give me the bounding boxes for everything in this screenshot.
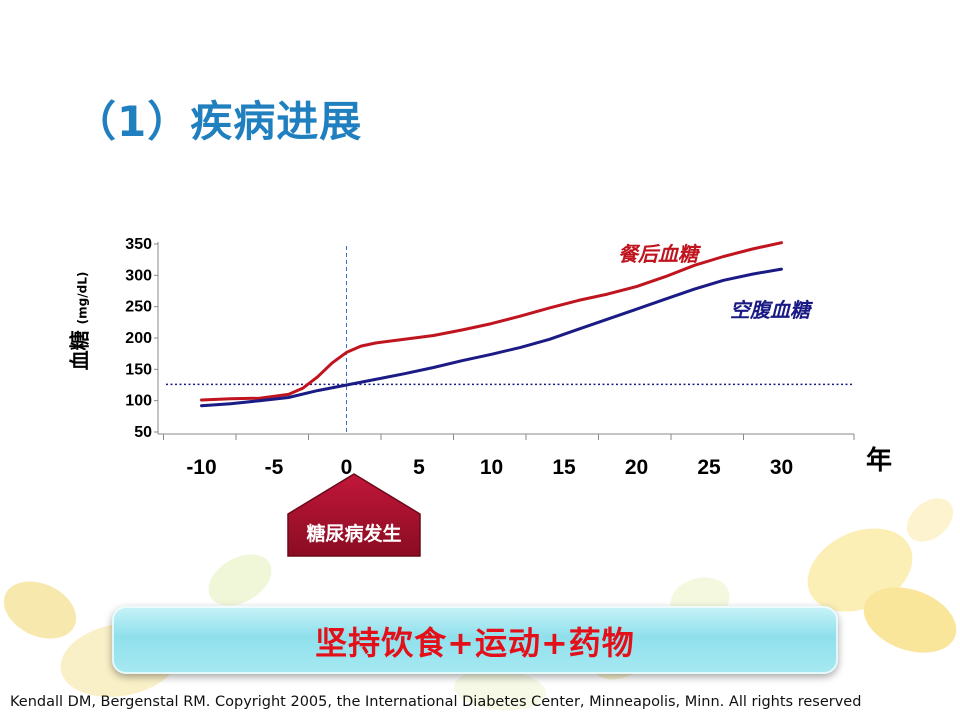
y-axis-title: 血糖 (mg/dL) <box>62 246 94 396</box>
x-tick-label: 20 <box>625 456 648 479</box>
y-tick-label: 100 <box>125 393 152 410</box>
y-axis-title-unit: (mg/dL) <box>75 271 90 325</box>
onset-label: 糖尿病发生 <box>306 523 402 545</box>
y-tick-label: 350 <box>125 236 152 253</box>
series-line-post-meal <box>200 241 783 402</box>
y-axis-title-main: 血糖 <box>67 330 92 371</box>
series-line-fasting <box>200 267 783 408</box>
x-tick-label: -10 <box>186 456 216 479</box>
citation: Kendall DM, Bergenstal RM. Copyright 200… <box>10 694 862 710</box>
advice-banner-text: 坚持饮食+运动+药物 <box>315 624 635 662</box>
series-label-post-meal: 餐后血糖 <box>618 242 698 266</box>
y-tick-label: 250 <box>125 299 152 316</box>
reference-lines <box>166 246 854 434</box>
y-tick-label: 50 <box>134 424 152 441</box>
x-tick-label: -5 <box>265 456 284 479</box>
y-tick-label: 200 <box>125 330 152 347</box>
chart-axes: 50 100 150 200 250 300 350 -10 -5 0 5 10 15 20 25 30 <box>125 236 855 479</box>
x-tick-label: 25 <box>697 456 721 479</box>
x-tick-label: 15 <box>552 456 576 479</box>
slide-title: （1）疾病进展 <box>74 97 363 146</box>
series-label-fasting: 空腹血糖 <box>730 298 810 322</box>
x-tick-label: 30 <box>770 456 793 479</box>
x-tick-label: 10 <box>480 456 503 479</box>
advice-banner: 坚持饮食+运动+药物 <box>112 606 838 674</box>
y-tick-label: 300 <box>125 267 152 284</box>
x-tick-label: 0 <box>341 456 353 479</box>
x-axis-unit: 年 <box>866 446 893 476</box>
y-tick-label: 150 <box>125 361 152 378</box>
diabetes-onset-marker: 糖尿病发生 <box>286 472 422 558</box>
series-lines <box>200 241 783 408</box>
x-tick-label: 5 <box>413 456 425 479</box>
